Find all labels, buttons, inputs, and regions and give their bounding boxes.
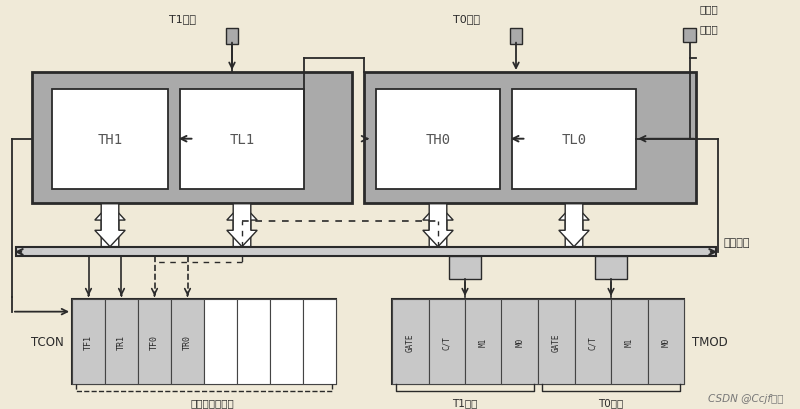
Bar: [574, 299, 611, 384]
FancyArrow shape: [227, 204, 258, 247]
FancyArrow shape: [95, 204, 125, 247]
Text: 内部总线: 内部总线: [724, 237, 750, 247]
Bar: [502, 299, 538, 384]
Text: M1: M1: [478, 337, 488, 346]
Text: C/T: C/T: [588, 335, 598, 349]
Text: TL0: TL0: [562, 133, 586, 146]
Text: CSDN @Ccjf酥儿: CSDN @Ccjf酥儿: [709, 393, 784, 403]
Text: 期脉冲: 期脉冲: [700, 25, 718, 35]
Bar: [647, 299, 684, 384]
Bar: [392, 299, 429, 384]
Text: T0引脚: T0引脚: [453, 14, 480, 25]
Bar: [72, 299, 105, 384]
FancyArrow shape: [558, 204, 589, 247]
Text: TR1: TR1: [117, 334, 126, 349]
FancyArrow shape: [422, 204, 453, 247]
Text: TL1: TL1: [230, 133, 254, 146]
Text: TH0: TH0: [426, 133, 450, 146]
Text: TH1: TH1: [98, 133, 122, 146]
Text: 外部中断相关位: 外部中断相关位: [190, 397, 234, 407]
Bar: [429, 299, 465, 384]
Bar: [32, 73, 352, 203]
Bar: [16, 248, 716, 257]
Text: TF0: TF0: [150, 334, 159, 349]
Bar: [595, 257, 627, 279]
Bar: [510, 29, 522, 45]
Text: GATE: GATE: [406, 333, 414, 351]
FancyArrow shape: [95, 204, 125, 247]
Text: T0方式: T0方式: [598, 397, 624, 407]
Text: M0: M0: [662, 337, 670, 346]
Text: TMOD: TMOD: [692, 335, 728, 348]
FancyArrow shape: [558, 204, 589, 247]
Bar: [72, 299, 336, 384]
FancyArrow shape: [227, 204, 258, 247]
Bar: [392, 299, 684, 384]
Bar: [538, 299, 574, 384]
Bar: [226, 29, 238, 45]
Text: TR0: TR0: [183, 334, 192, 349]
Bar: [376, 90, 500, 189]
Bar: [449, 257, 481, 279]
Text: T1方式: T1方式: [452, 397, 478, 407]
Bar: [204, 299, 237, 384]
Text: M1: M1: [625, 337, 634, 346]
Bar: [364, 73, 696, 203]
Bar: [303, 299, 336, 384]
Text: C/T: C/T: [442, 335, 451, 349]
Bar: [180, 90, 304, 189]
Bar: [270, 299, 303, 384]
Bar: [237, 299, 270, 384]
Text: TCON: TCON: [31, 335, 64, 348]
Bar: [683, 29, 696, 43]
Bar: [52, 90, 168, 189]
Bar: [171, 299, 204, 384]
Bar: [465, 299, 502, 384]
Text: M0: M0: [515, 337, 524, 346]
Text: 机器周: 机器周: [700, 4, 718, 14]
Bar: [138, 299, 171, 384]
Bar: [611, 299, 647, 384]
Text: T1引脚: T1引脚: [169, 14, 196, 25]
FancyArrow shape: [422, 204, 453, 247]
Bar: [512, 90, 636, 189]
Text: GATE: GATE: [552, 333, 561, 351]
Text: TF1: TF1: [84, 334, 93, 349]
Bar: [105, 299, 138, 384]
